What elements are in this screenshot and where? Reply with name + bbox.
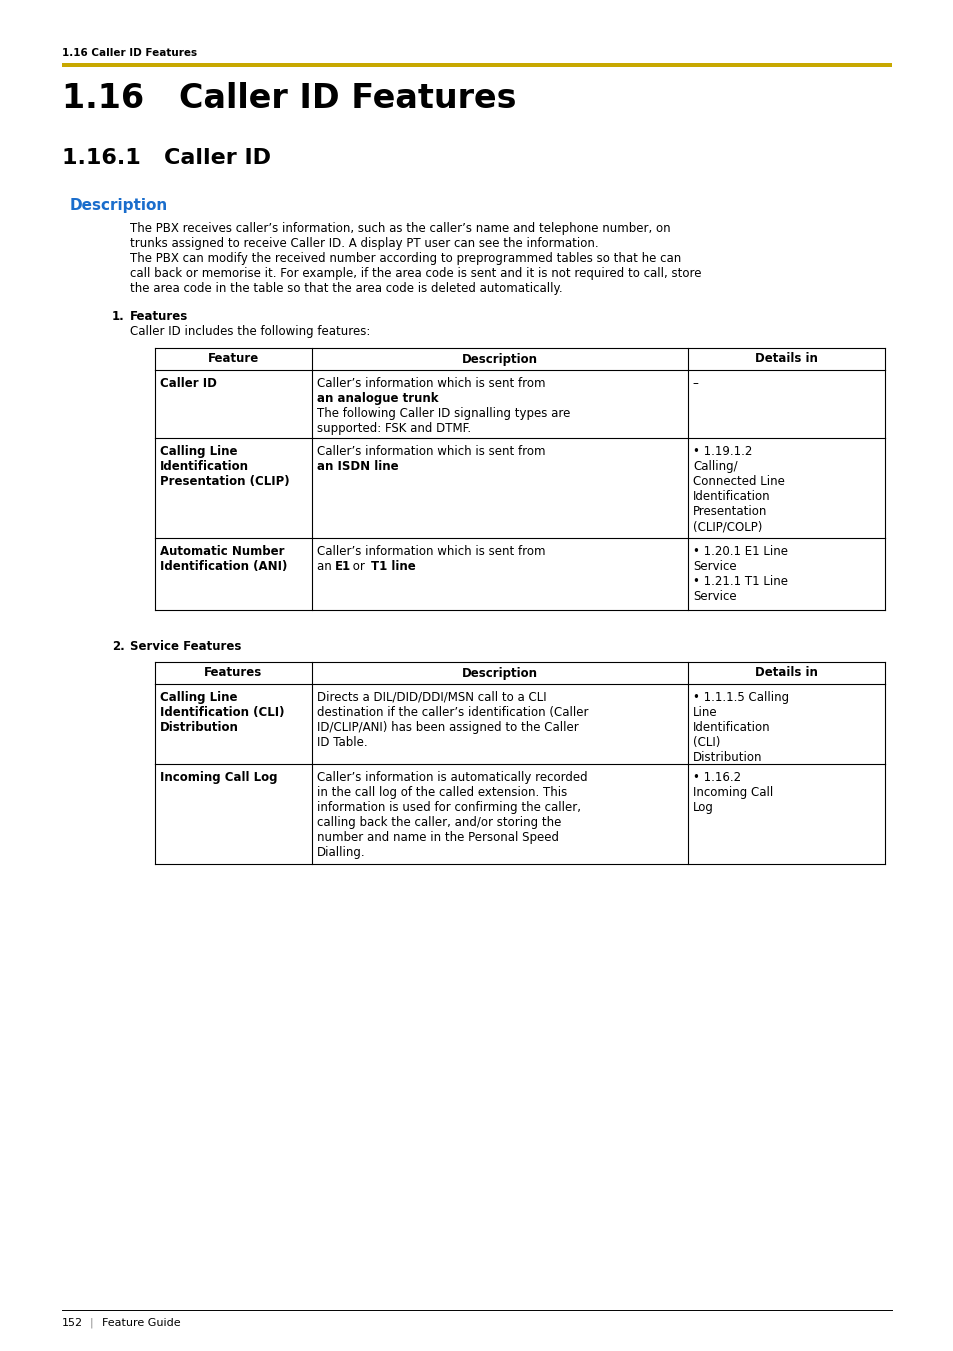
Text: (CLI): (CLI) — [692, 736, 720, 748]
Text: ID/CLIP/ANI) has been assigned to the Caller: ID/CLIP/ANI) has been assigned to the Ca… — [316, 721, 578, 734]
Text: number and name in the Personal Speed: number and name in the Personal Speed — [316, 831, 558, 844]
Text: Identification: Identification — [692, 490, 770, 503]
Text: Details in: Details in — [754, 666, 817, 680]
Text: T1 line: T1 line — [371, 561, 416, 573]
Text: Details in: Details in — [754, 353, 817, 366]
Text: 1.16   Caller ID Features: 1.16 Caller ID Features — [62, 82, 516, 115]
Text: 1.16 Caller ID Features: 1.16 Caller ID Features — [62, 49, 197, 58]
Text: in the call log of the called extension. This: in the call log of the called extension.… — [316, 786, 567, 798]
Text: |: | — [90, 1319, 93, 1328]
Text: call back or memorise it. For example, if the area code is sent and it is not re: call back or memorise it. For example, i… — [130, 267, 700, 280]
Text: Description: Description — [461, 353, 537, 366]
Text: calling back the caller, and/or storing the: calling back the caller, and/or storing … — [316, 816, 560, 830]
Text: Identification (ANI): Identification (ANI) — [160, 561, 287, 573]
Text: Presentation (CLIP): Presentation (CLIP) — [160, 476, 290, 488]
Text: Identification (CLI): Identification (CLI) — [160, 707, 284, 719]
Text: information is used for confirming the caller,: information is used for confirming the c… — [316, 801, 580, 815]
Text: Dialling.: Dialling. — [316, 846, 365, 859]
Text: Distribution: Distribution — [692, 751, 761, 765]
Text: 2.: 2. — [112, 640, 125, 653]
Text: • 1.21.1 T1 Line: • 1.21.1 T1 Line — [692, 576, 787, 588]
Text: .: . — [411, 561, 415, 573]
Text: supported: FSK and DTMF.: supported: FSK and DTMF. — [316, 422, 471, 435]
Text: Service Features: Service Features — [130, 640, 241, 653]
Text: trunks assigned to receive Caller ID. A display PT user can see the information.: trunks assigned to receive Caller ID. A … — [130, 236, 598, 250]
Text: Features: Features — [204, 666, 262, 680]
Text: Service: Service — [692, 561, 736, 573]
Text: • 1.20.1 E1 Line: • 1.20.1 E1 Line — [692, 544, 787, 558]
Text: • 1.16.2: • 1.16.2 — [692, 771, 740, 784]
Text: Line: Line — [692, 707, 717, 719]
Text: Description: Description — [70, 199, 168, 213]
Text: Caller’s information which is sent from: Caller’s information which is sent from — [316, 377, 545, 390]
Text: Description: Description — [461, 666, 537, 680]
Text: Caller ID includes the following features:: Caller ID includes the following feature… — [130, 326, 370, 338]
Text: destination if the caller’s identification (Caller: destination if the caller’s identificati… — [316, 707, 588, 719]
Text: Identification: Identification — [160, 459, 249, 473]
Text: Log: Log — [692, 801, 713, 815]
Text: Service: Service — [692, 590, 736, 603]
Text: Directs a DIL/DID/DDI/MSN call to a CLI: Directs a DIL/DID/DDI/MSN call to a CLI — [316, 690, 546, 704]
Text: an ISDN line: an ISDN line — [316, 459, 398, 473]
Text: Caller’s information is automatically recorded: Caller’s information is automatically re… — [316, 771, 587, 784]
Text: Calling Line: Calling Line — [160, 690, 237, 704]
Text: Incoming Call: Incoming Call — [692, 786, 772, 798]
Text: Identification: Identification — [692, 721, 770, 734]
Text: 1.16.1   Caller ID: 1.16.1 Caller ID — [62, 149, 271, 168]
Text: Caller ID: Caller ID — [160, 377, 216, 390]
Text: –: – — [692, 377, 698, 390]
Text: Presentation: Presentation — [692, 505, 766, 517]
Bar — [62, 63, 891, 68]
Text: Feature: Feature — [208, 353, 259, 366]
Text: Calling Line: Calling Line — [160, 444, 237, 458]
Text: an: an — [316, 561, 335, 573]
Text: The PBX receives caller’s information, such as the caller’s name and telephone n: The PBX receives caller’s information, s… — [130, 222, 670, 235]
Text: Connected Line: Connected Line — [692, 476, 784, 488]
Text: Automatic Number: Automatic Number — [160, 544, 284, 558]
Text: ID Table.: ID Table. — [316, 736, 367, 748]
Text: • 1.19.1.2: • 1.19.1.2 — [692, 444, 752, 458]
Text: Feature Guide: Feature Guide — [102, 1319, 180, 1328]
Text: Caller’s information which is sent from: Caller’s information which is sent from — [316, 444, 545, 458]
Text: or: or — [349, 561, 368, 573]
Text: • 1.1.1.5 Calling: • 1.1.1.5 Calling — [692, 690, 788, 704]
Text: the area code in the table so that the area code is deleted automatically.: the area code in the table so that the a… — [130, 282, 562, 295]
Text: 152: 152 — [62, 1319, 83, 1328]
Text: Distribution: Distribution — [160, 721, 238, 734]
Text: The PBX can modify the received number according to preprogrammed tables so that: The PBX can modify the received number a… — [130, 253, 680, 265]
Text: Caller’s information which is sent from: Caller’s information which is sent from — [316, 544, 545, 558]
Text: 1.: 1. — [112, 309, 125, 323]
Text: (CLIP/COLP): (CLIP/COLP) — [692, 520, 761, 534]
Text: E1: E1 — [335, 561, 351, 573]
Text: Incoming Call Log: Incoming Call Log — [160, 771, 277, 784]
Text: Calling/: Calling/ — [692, 459, 737, 473]
Text: Features: Features — [130, 309, 188, 323]
Text: The following Caller ID signalling types are: The following Caller ID signalling types… — [316, 407, 570, 420]
Text: an analogue trunk: an analogue trunk — [316, 392, 438, 405]
